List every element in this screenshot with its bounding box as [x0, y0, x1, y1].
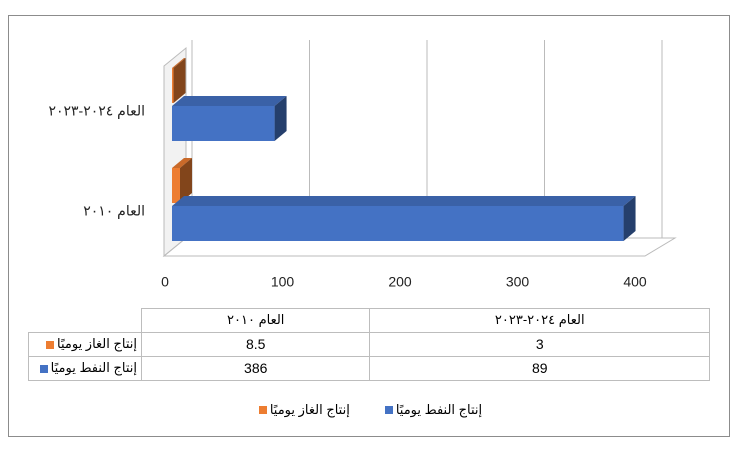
x-tick-label: 300: [506, 274, 530, 290]
floor: [162, 237, 677, 257]
table-header-cell: العام ٢٠١٠: [140, 308, 371, 333]
row-label: إنتاج الغاز يوميًا: [28, 331, 142, 357]
data-table: العام ٢٠١٠ العام ٢٠٢٤-٢٠٢٣ إنتاج الغاز ي…: [28, 308, 710, 381]
bar-side: [623, 196, 636, 241]
table-cell: 386: [140, 355, 371, 381]
legend: إنتاج الغاز يوميًا إنتاج النفط يوميًا: [0, 402, 738, 418]
table-row: إنتاج الغاز يوميًا 8.5 3: [28, 331, 710, 357]
x-tick-label: 100: [271, 274, 295, 290]
legend-swatch: [258, 406, 267, 414]
bar: [172, 106, 275, 141]
bar-top: [172, 58, 186, 68]
table-header-cell: العام ٢٠٢٤-٢٠٢٣: [369, 308, 710, 333]
row-label-text: إنتاج النفط يوميًا: [50, 360, 137, 375]
row-swatch: [46, 340, 54, 349]
legend-text: إنتاج النفط يوميًا: [395, 402, 483, 417]
legend-text: إنتاج الغاز يوميًا: [269, 402, 350, 417]
table-cell: 3: [369, 331, 710, 357]
bar-top: [172, 96, 287, 106]
table-header: العام ٢٠١٠ العام ٢٠٢٤-٢٠٢٣: [29, 308, 710, 333]
bar-side: [179, 158, 192, 203]
legend-item: إنتاج الغاز يوميًا: [256, 402, 350, 418]
bar-side: [173, 58, 186, 103]
table-cell: 89: [369, 355, 710, 381]
y-tick-label: العام ٢٠٢٤-٢٠٢٣: [48, 103, 145, 119]
table-corner: [29, 309, 142, 333]
x-tick-label: 0: [161, 274, 169, 290]
chart-border: [8, 15, 730, 437]
table-row: إنتاج النفط يوميًا 386 89: [28, 355, 710, 381]
row-swatch: [39, 364, 48, 373]
bar-side: [274, 96, 287, 141]
bar-top: [172, 158, 192, 168]
row-label: إنتاج النفط يوميًا: [28, 355, 142, 381]
legend-swatch: [384, 406, 393, 414]
x-tick-label: 200: [388, 274, 412, 290]
legend-item: إنتاج النفط يوميًا: [382, 402, 482, 418]
row-label-text: إنتاج الغاز يوميًا: [57, 336, 137, 351]
bar: [172, 168, 180, 203]
table-cell: 8.5: [140, 331, 371, 357]
bar: [172, 68, 174, 103]
x-tick-label: 400: [623, 274, 647, 290]
y-tick-label: العام ٢٠١٠: [83, 203, 145, 219]
bar: [172, 206, 624, 241]
bar-top: [172, 196, 636, 206]
